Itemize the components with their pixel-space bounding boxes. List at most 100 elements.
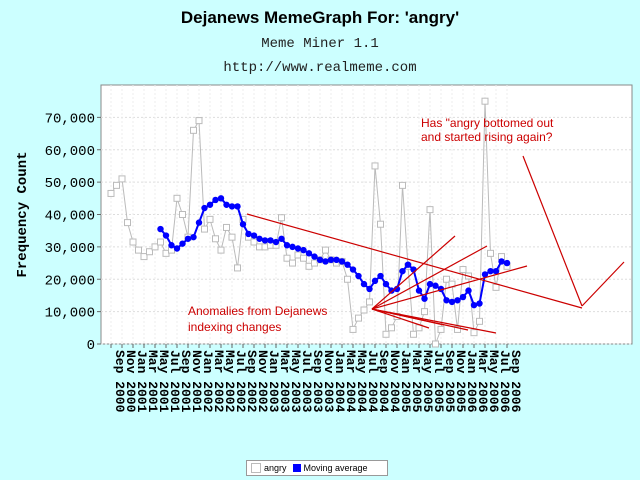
data-point-moving-average [443, 297, 450, 304]
x-tick-label: Jul 2003 [299, 350, 314, 413]
data-point-angry [151, 243, 159, 251]
data-point-angry [124, 219, 131, 227]
x-tick-label: Jan 2005 [398, 350, 413, 413]
data-point-angry [173, 194, 181, 202]
data-point-angry [371, 162, 379, 170]
data-point-moving-average [256, 235, 263, 242]
legend-swatch-avg [292, 464, 301, 472]
data-point-angry [107, 189, 115, 197]
data-point-moving-average [195, 219, 203, 226]
data-point-angry [388, 324, 395, 332]
data-point-moving-average [278, 235, 285, 242]
data-point-moving-average [305, 250, 313, 257]
data-point-moving-average [487, 267, 494, 275]
x-tick-label: Nov 2002 [255, 350, 270, 413]
data-point-angry [140, 253, 148, 261]
data-point-angry [228, 233, 236, 241]
x-tick-label: Jul 2002 [233, 350, 248, 413]
data-point-moving-average [470, 301, 478, 309]
y-tick-label: 10,000 [45, 306, 95, 322]
data-point-moving-average [206, 201, 214, 208]
data-point-moving-average [300, 246, 307, 254]
legend-entry-raw: angry [251, 463, 287, 473]
chart-title: Dejanews MemeGraph For: 'angry' [180, 8, 460, 27]
annotation-label: indexing changes [188, 320, 281, 334]
data-point-moving-average [333, 256, 340, 264]
data-point-angry [217, 246, 225, 254]
data-point-angry [437, 325, 445, 333]
data-point-moving-average [371, 277, 379, 285]
data-point-moving-average [426, 280, 434, 288]
data-point-moving-average [448, 298, 456, 306]
data-point-moving-average [311, 253, 318, 260]
data-point-angry [421, 308, 428, 316]
x-tick-label: Jan 2002 [200, 350, 215, 413]
data-point-moving-average [344, 261, 351, 268]
data-point-moving-average [498, 258, 505, 265]
data-point-moving-average [168, 242, 175, 249]
data-point-moving-average [459, 293, 467, 301]
data-point-angry [113, 181, 120, 189]
data-point-moving-average [261, 237, 269, 244]
x-tick-label: Sep 2006 [508, 350, 523, 413]
y-tick-label: 70,000 [45, 111, 95, 127]
y-tick-label: 60,000 [45, 144, 95, 160]
data-point-moving-average [388, 287, 395, 294]
data-point-moving-average [239, 221, 247, 228]
annotation-arrow [371, 235, 456, 310]
x-tick-label: May 2001 [156, 350, 171, 413]
legend-label-avg: Moving average [303, 463, 368, 473]
legend-entry-avg: Moving average [292, 463, 368, 473]
x-tick-label: Mar 2006 [475, 350, 490, 413]
data-point-moving-average [465, 287, 472, 294]
data-point-moving-average [476, 300, 483, 307]
x-tick-label: Jan 2003 [266, 350, 281, 413]
data-point-moving-average [316, 256, 324, 264]
data-point-angry [212, 235, 219, 243]
data-point-moving-average [179, 240, 186, 247]
x-tick-label: Nov 2000 [123, 350, 138, 413]
data-point-moving-average [404, 261, 412, 268]
x-tick-label: Sep 2005 [442, 350, 457, 413]
x-tick-label: Sep 2000 [112, 350, 127, 413]
data-point-angry [118, 175, 126, 183]
data-point-angry [135, 246, 142, 254]
data-point-moving-average [217, 195, 225, 202]
x-tick-label: Mar 2005 [409, 350, 424, 413]
data-point-angry [129, 238, 137, 246]
x-tick-label: Sep 2003 [310, 350, 325, 413]
data-point-angry [487, 249, 494, 257]
data-point-angry [355, 314, 362, 322]
data-point-angry [322, 246, 329, 254]
x-tick-label: Jan 2001 [134, 350, 149, 413]
data-point-moving-average [267, 237, 274, 244]
data-point-angry [377, 220, 384, 228]
legend-label-raw: angry [264, 463, 287, 473]
y-tick-label: 30,000 [45, 241, 95, 257]
x-tick-label: Sep 2001 [178, 350, 193, 413]
data-point-angry [454, 325, 461, 333]
data-point-moving-average [399, 267, 406, 275]
x-tick-label: Nov 2004 [387, 350, 402, 413]
data-point-moving-average [173, 245, 181, 252]
annotation-arrow [371, 308, 430, 329]
annotation-arrow [371, 245, 488, 310]
data-point-moving-average [366, 285, 373, 293]
annotation-label: and started rising again? [421, 130, 553, 144]
x-tick-label: Jul 2006 [497, 350, 512, 413]
x-tick-label: Nov 2001 [189, 350, 204, 413]
data-point-moving-average [272, 238, 280, 246]
data-point-angry [344, 275, 351, 283]
x-tick-label: May 2003 [288, 350, 303, 413]
data-point-moving-average [503, 259, 511, 267]
data-point-moving-average [454, 297, 461, 304]
x-tick-label: May 2005 [420, 350, 435, 413]
annotation-arrow [371, 308, 445, 326]
x-tick-label: Mar 2003 [277, 350, 292, 413]
data-point-angry [476, 317, 483, 325]
data-point-moving-average [223, 201, 230, 208]
y-tick-label: 0 [87, 338, 95, 354]
data-point-moving-average [228, 203, 236, 210]
chart-subtitle: Meme Miner 1.1 [261, 36, 379, 52]
